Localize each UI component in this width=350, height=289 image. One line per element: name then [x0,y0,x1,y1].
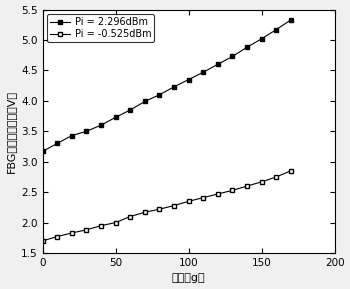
Legend: Pi = 2.296dBm, Pi = -0.525dBm: Pi = 2.296dBm, Pi = -0.525dBm [48,14,154,42]
Pi = 2.296dBm [289,18,293,22]
X-axis label: 挂重（g）: 挂重（g） [172,273,205,284]
Pi = -0.525dBm [289,169,293,173]
Pi = -0.525dBm [216,192,220,196]
Pi = 2.296dBm [70,134,74,137]
Pi = 2.296dBm [55,142,59,145]
Line: Pi = -0.525dBm: Pi = -0.525dBm [40,168,293,243]
Pi = -0.525dBm [70,231,74,235]
Pi = -0.525dBm [230,189,235,192]
Y-axis label: FBG反射输出电压（V）: FBG反射输出电压（V） [6,90,15,173]
Pi = -0.525dBm [259,180,264,184]
Pi = 2.296dBm [216,63,220,66]
Pi = -0.525dBm [99,224,103,227]
Pi = 2.296dBm [245,46,249,49]
Pi = 2.296dBm [143,100,147,103]
Pi = 2.296dBm [128,108,132,112]
Pi = -0.525dBm [84,228,89,231]
Pi = -0.525dBm [187,200,191,203]
Pi = -0.525dBm [157,208,161,211]
Pi = -0.525dBm [172,204,176,207]
Pi = -0.525dBm [128,215,132,218]
Pi = -0.525dBm [245,184,249,188]
Pi = -0.525dBm [113,221,118,224]
Pi = -0.525dBm [41,239,45,242]
Pi = 2.296dBm [259,37,264,40]
Pi = -0.525dBm [55,235,59,238]
Pi = 2.296dBm [274,28,278,32]
Pi = 2.296dBm [201,71,205,74]
Pi = -0.525dBm [143,210,147,214]
Line: Pi = 2.296dBm: Pi = 2.296dBm [40,17,293,154]
Pi = 2.296dBm [41,150,45,153]
Pi = -0.525dBm [274,175,278,179]
Pi = 2.296dBm [230,55,235,58]
Pi = 2.296dBm [172,85,176,89]
Pi = 2.296dBm [99,123,103,127]
Pi = 2.296dBm [157,93,161,97]
Pi = 2.296dBm [84,129,89,133]
Pi = 2.296dBm [187,78,191,81]
Pi = 2.296dBm [113,116,118,119]
Pi = -0.525dBm [201,196,205,199]
